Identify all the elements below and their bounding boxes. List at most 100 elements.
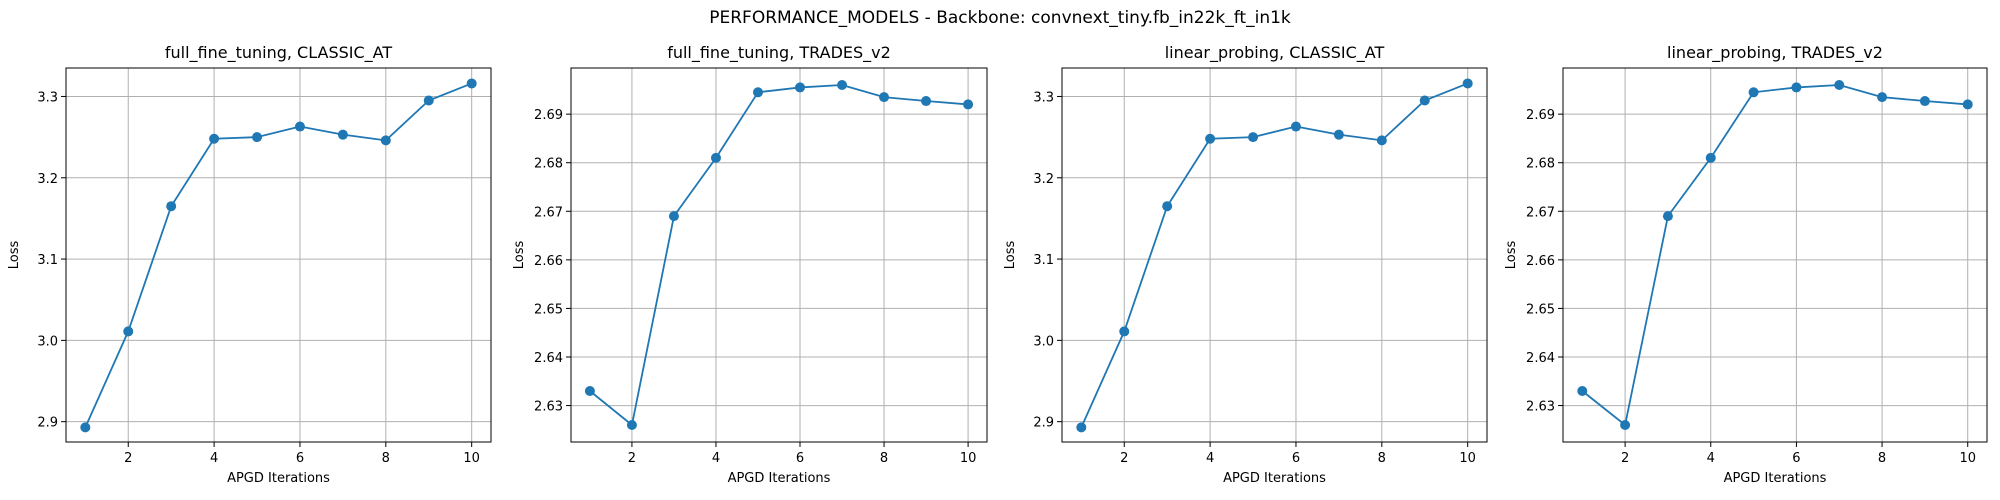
plot-1-xtick-label: 4 xyxy=(210,451,218,466)
plot-4-data-point xyxy=(1834,80,1845,90)
plot-3-ytick-label: 3.1 xyxy=(1033,253,1054,268)
plot-1-data-point xyxy=(337,129,348,140)
plot-3-ytick-label: 3.3 xyxy=(1033,90,1054,105)
plot-3-xtick-label: 4 xyxy=(1206,451,1214,466)
plot-2-xtick-label: 4 xyxy=(712,451,720,466)
plot-1-xtick-label: 6 xyxy=(296,451,304,466)
plot-3-ylabel: Loss xyxy=(1003,241,1018,270)
plot-3-xtick-label: 6 xyxy=(1292,451,1300,466)
plot-3-xlabel: APGD Iterations xyxy=(1223,471,1326,486)
plot-3-xtick-label: 10 xyxy=(1459,451,1476,466)
plot-1-series-line xyxy=(84,82,473,428)
plot-2-data-point xyxy=(584,386,595,396)
plot-2-ytick-label: 2.65 xyxy=(534,302,563,317)
plot-4-data-point xyxy=(1577,386,1588,396)
plot-4-xtick-label: 8 xyxy=(1878,451,1886,466)
plot-4-data-point xyxy=(1877,92,1888,103)
plot-1-data-point xyxy=(423,95,434,106)
plot-4-xtick-label: 4 xyxy=(1707,451,1715,466)
plot-3-data-point xyxy=(1248,132,1259,143)
plot-1-data-point xyxy=(123,326,134,337)
plot-4-data-point xyxy=(1791,82,1802,93)
plot-1-data-point xyxy=(209,133,220,144)
plot-2-data-point xyxy=(795,82,806,93)
plot-4-ytick-label: 2.63 xyxy=(1526,400,1555,415)
plot-2-data-point xyxy=(963,99,974,110)
plot-4-ytick-label: 2.64 xyxy=(1526,351,1555,366)
plot-1-ytick-label: 3.2 xyxy=(37,172,58,187)
plot-1-xlabel: APGD Iterations xyxy=(227,471,330,486)
plot-1-title: full_fine_tuning, CLASSIC_AT xyxy=(165,43,393,63)
plot-4-series-line xyxy=(1581,84,1968,427)
plot-3-data-point xyxy=(1290,121,1301,132)
plot-2-xtick-label: 6 xyxy=(796,451,804,466)
plot-2-ytick-label: 2.67 xyxy=(534,205,563,220)
plot-2-data-point xyxy=(710,152,721,163)
plot-3-axes-frame xyxy=(1061,67,1488,443)
plot-3-ytick-label: 3.2 xyxy=(1033,172,1054,187)
figure-suptitle: PERFORMANCE_MODELS - Backbone: convnext_… xyxy=(709,8,1291,28)
plot-3-title: linear_probing, CLASSIC_AT xyxy=(1165,43,1385,63)
plot-4-xtick-label: 2 xyxy=(1621,451,1629,466)
plot-4-data-point xyxy=(1919,96,1930,107)
plot-2-ytick-label: 2.69 xyxy=(534,108,563,123)
plot-4-xlabel: APGD Iterations xyxy=(1724,471,1827,486)
plot-2-data-point xyxy=(837,80,848,90)
plot-3-data-point xyxy=(1376,135,1387,146)
plot-1-data-point xyxy=(252,132,263,143)
plot-2-data-point xyxy=(626,420,637,430)
plot-1-data-point xyxy=(166,201,177,212)
plot-4-ylabel: Loss xyxy=(1504,241,1519,270)
plot-4-data-point xyxy=(1748,87,1759,98)
plot-4-data-point xyxy=(1705,152,1716,163)
plot-4-data-point xyxy=(1662,211,1673,222)
plot-2-axes-frame xyxy=(570,67,988,443)
plot-3-ytick-label: 2.9 xyxy=(1033,416,1054,431)
plot-4-xtick-label: 10 xyxy=(1959,451,1976,466)
plot-4-xtick-label: 6 xyxy=(1792,451,1800,466)
plot-3-ytick-label: 3.0 xyxy=(1033,334,1054,349)
plot-2-data-point xyxy=(752,87,763,98)
plot-1-ytick-label: 3.3 xyxy=(37,90,58,105)
plot-2-xtick-label: 8 xyxy=(880,451,888,466)
plot-1-ytick-label: 3.0 xyxy=(37,334,58,349)
plot-1-data-point xyxy=(294,121,305,132)
plot-2-ylabel: Loss xyxy=(512,241,527,270)
plot-3-data-point xyxy=(1462,78,1473,89)
plot-2-ytick-label: 2.63 xyxy=(534,400,563,415)
plot-4-title: linear_probing, TRADES_v2 xyxy=(1667,43,1883,63)
plot-2-series-line xyxy=(589,84,969,427)
plot-2-ytick-label: 2.68 xyxy=(534,157,563,172)
plot-4-data-point xyxy=(1962,99,1973,110)
plot-4-ytick-label: 2.69 xyxy=(1526,108,1555,123)
plot-4-ytick-label: 2.67 xyxy=(1526,205,1555,220)
plot-2-ytick-label: 2.66 xyxy=(534,254,563,269)
plot-3-xtick-label: 2 xyxy=(1120,451,1128,466)
plot-2-xtick-label: 10 xyxy=(960,451,977,466)
plot-4-axes-frame xyxy=(1562,67,1988,443)
plot-3-data-point xyxy=(1162,201,1173,212)
plot-3-data-point xyxy=(1333,129,1344,140)
plot-1-ylabel: Loss xyxy=(7,241,22,270)
plot-3-data-point xyxy=(1076,422,1087,433)
plot-4-ytick-label: 2.65 xyxy=(1526,302,1555,317)
plot-3-data-point xyxy=(1119,326,1130,337)
plot-3-data-point xyxy=(1205,133,1216,144)
plot-1-xtick-label: 8 xyxy=(382,451,390,466)
plot-4-data-point xyxy=(1620,420,1631,430)
plot-2-ytick-label: 2.64 xyxy=(534,351,563,366)
plot-1-data-point xyxy=(380,135,391,146)
plot-3-data-point xyxy=(1419,95,1430,106)
plot-1-axes-frame xyxy=(65,67,492,443)
plot-3-series-line xyxy=(1080,82,1469,428)
plot-4-ytick-label: 2.68 xyxy=(1526,157,1555,172)
plot-2-xlabel: APGD Iterations xyxy=(728,471,831,486)
plot-2-data-point xyxy=(879,92,890,103)
plot-1-xtick-label: 2 xyxy=(124,451,132,466)
plot-1-ytick-label: 3.1 xyxy=(37,253,58,268)
plot-2-title: full_fine_tuning, TRADES_v2 xyxy=(667,43,891,63)
plot-2-data-point xyxy=(921,96,932,107)
plot-4-ytick-label: 2.66 xyxy=(1526,254,1555,269)
